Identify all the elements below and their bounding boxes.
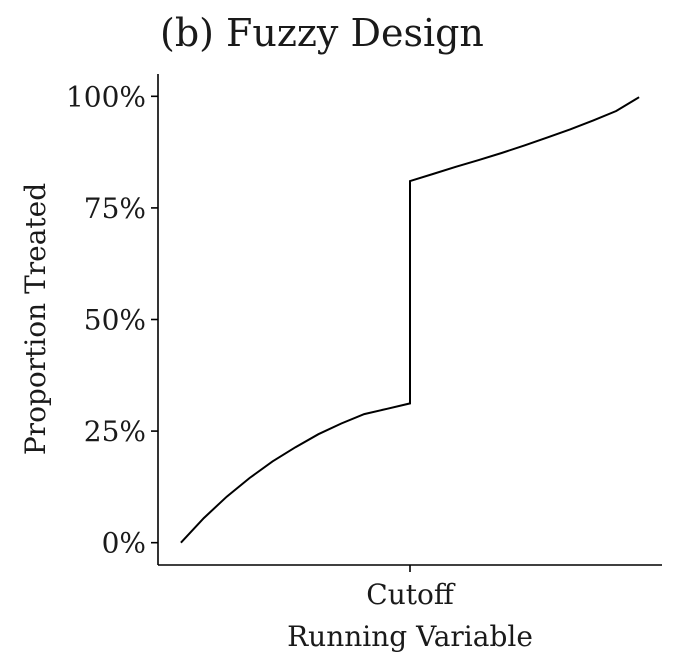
x-axis-title: Running Variable xyxy=(287,620,533,653)
plot-area: 0% 25% 50% 75% 100% Cutoff xyxy=(66,74,662,611)
y-ticks: 0% 25% 50% 75% 100% xyxy=(66,80,158,560)
y-tick-label: 25% xyxy=(84,415,146,448)
y-tick-label: 50% xyxy=(84,304,146,337)
y-tick-label: 75% xyxy=(84,192,146,225)
y-tick-label: 0% xyxy=(102,527,146,560)
y-tick-label: 100% xyxy=(66,80,146,113)
chart-title: (b) Fuzzy Design xyxy=(160,11,484,55)
x-ticks: Cutoff xyxy=(366,565,456,611)
x-tick-label: Cutoff xyxy=(366,578,456,611)
series-line xyxy=(180,96,640,544)
y-axis-title: Proportion Treated xyxy=(19,183,52,455)
